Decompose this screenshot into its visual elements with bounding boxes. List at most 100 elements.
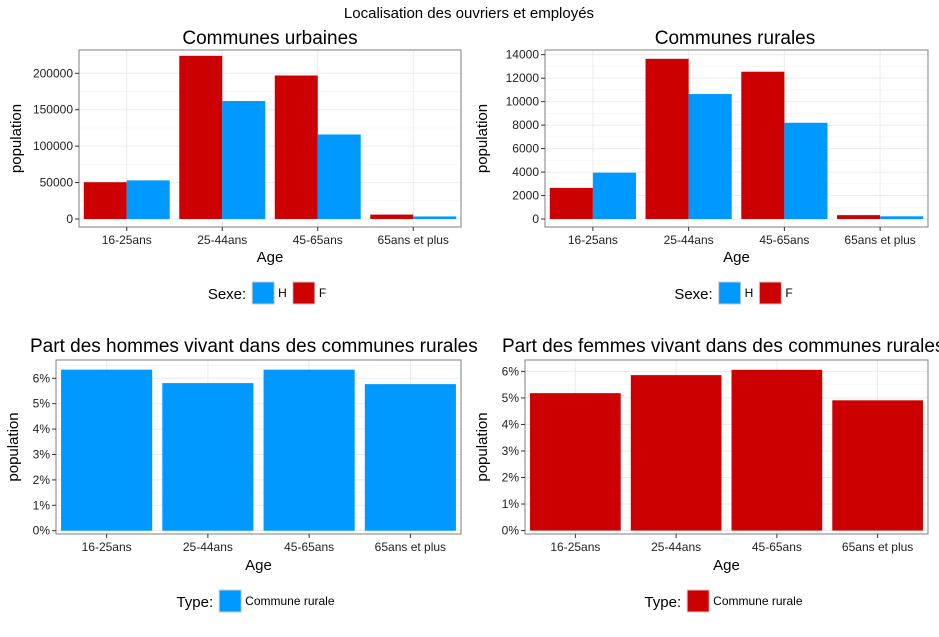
legend-label: F bbox=[785, 286, 792, 300]
y-tick-label: 0% bbox=[502, 524, 520, 538]
bar-H-65ans et plus bbox=[413, 216, 457, 219]
legend-label: H bbox=[745, 286, 754, 300]
y-tick-label: 10000 bbox=[506, 95, 540, 109]
panel-border bbox=[524, 359, 929, 535]
y-tick-label: 0 bbox=[66, 212, 73, 226]
y-tick-label: 0 bbox=[532, 212, 539, 226]
bar-F-65ans et plus bbox=[837, 215, 881, 220]
legend-label: Commune rurale bbox=[713, 594, 803, 608]
bar-F-16-25ans bbox=[549, 187, 593, 220]
panel-border bbox=[544, 49, 929, 228]
bars bbox=[61, 369, 456, 531]
y-tick-label: 3% bbox=[502, 444, 520, 458]
bar-45-65ans bbox=[263, 369, 355, 531]
y-axis-label: population bbox=[474, 412, 491, 481]
bars bbox=[549, 58, 924, 220]
chart-communes-rurales: 0 2000 4000 6000 8000 10000 12000 14000 16-25ans… bbox=[474, 28, 929, 305]
x-axis-label: Age bbox=[257, 249, 284, 266]
y-tick-label: 6% bbox=[502, 364, 520, 378]
bar-F-25-44ans bbox=[645, 58, 689, 220]
y-tick-label: 3% bbox=[33, 447, 51, 461]
x-tick-label: 45-65ans bbox=[284, 540, 334, 554]
x-tick-label: 65ans et plus bbox=[375, 540, 446, 554]
bar-F-45-65ans bbox=[274, 75, 318, 219]
legend: Sexe: H F bbox=[674, 281, 793, 305]
legend-label: H bbox=[278, 286, 287, 300]
chart-title: Part des hommes vivant dans des communes… bbox=[30, 336, 478, 357]
y-tick-label: 5% bbox=[502, 391, 520, 405]
y-tick-label: 2% bbox=[502, 471, 520, 485]
panel-border bbox=[78, 49, 462, 228]
x-axis-label: Age bbox=[713, 557, 740, 574]
x-tick-label: 16-25ans bbox=[82, 540, 132, 554]
y-tick-label: 200000 bbox=[33, 66, 73, 80]
chart-title: Communes urbaines bbox=[182, 28, 357, 49]
legend-title: Type: bbox=[176, 594, 213, 611]
y-tick-label: 150000 bbox=[33, 103, 73, 117]
x-tick-label: 45-65ans bbox=[759, 233, 809, 247]
legend: Sexe: H F bbox=[208, 281, 326, 305]
bar-65ans et plus bbox=[832, 400, 923, 531]
bar-F-16-25ans bbox=[83, 182, 127, 219]
bar-16-25ans bbox=[61, 369, 153, 531]
chart-title: Communes rurales bbox=[655, 28, 816, 49]
bar-16-25ans bbox=[530, 393, 621, 531]
legend: Type: Commune rurale bbox=[644, 589, 803, 613]
chart-title: Part des femmes vivant dans des communes… bbox=[502, 336, 939, 357]
bar-45-65ans bbox=[731, 369, 823, 531]
x-tick-label: 65ans et plus bbox=[844, 233, 915, 247]
legend-key-F bbox=[292, 281, 316, 305]
bar-25-44ans bbox=[162, 383, 254, 531]
y-tick-label: 2000 bbox=[512, 189, 539, 203]
legend-key-Commune rurale bbox=[686, 589, 710, 613]
x-tick-label: 16-25ans bbox=[550, 540, 600, 554]
x-tick-label: 25-44ans bbox=[197, 233, 247, 247]
legend-key-H bbox=[251, 281, 275, 305]
y-tick-label: 4% bbox=[33, 422, 51, 436]
y-tick-label: 4% bbox=[502, 417, 520, 431]
x-tick-label: 25-44ans bbox=[651, 540, 701, 554]
page-title: Localisation des ouvriers et employés bbox=[344, 5, 594, 22]
bars bbox=[83, 55, 457, 219]
y-tick-label: 6% bbox=[33, 371, 51, 385]
chart-part-hommes-rurales: 0% 1% 2% 3% 4% 5% 6% 16-25ans 25-44ans 45-65ans 65… bbox=[5, 336, 478, 613]
legend-key-H bbox=[718, 281, 742, 305]
legend-label: Commune rurale bbox=[245, 594, 335, 608]
y-tick-label: 8000 bbox=[512, 118, 539, 132]
bar-F-25-44ans bbox=[179, 55, 223, 219]
x-tick-label: 45-65ans bbox=[293, 233, 343, 247]
legend-key-F bbox=[758, 281, 782, 305]
legend-key-Commune rurale bbox=[218, 589, 242, 613]
y-tick-label: 4000 bbox=[512, 165, 539, 179]
y-tick-label: 1% bbox=[502, 497, 520, 511]
x-tick-label: 65ans et plus bbox=[378, 233, 449, 247]
bar-H-25-44ans bbox=[222, 100, 266, 219]
legend-title: Sexe: bbox=[208, 286, 246, 303]
y-tick-label: 12000 bbox=[506, 71, 540, 85]
bar-H-65ans et plus bbox=[880, 216, 924, 220]
legend-title: Sexe: bbox=[674, 286, 712, 303]
y-tick-label: 5% bbox=[33, 397, 51, 411]
x-tick-label: 65ans et plus bbox=[842, 540, 913, 554]
bar-H-25-44ans bbox=[688, 94, 732, 220]
bar-H-16-25ans bbox=[592, 172, 636, 220]
y-axis-label: population bbox=[5, 412, 22, 481]
legend-title: Type: bbox=[644, 594, 681, 611]
x-tick-label: 16-25ans bbox=[568, 233, 618, 247]
y-axis-label: population bbox=[8, 104, 25, 173]
x-axis-label: Age bbox=[245, 557, 272, 574]
y-axis-label: population bbox=[474, 104, 491, 173]
legend-label: F bbox=[319, 286, 326, 300]
panel-border bbox=[55, 359, 462, 535]
chart-communes-urbaines: 0 50000 100000 150000 200000 16-25ans 25-44ans… bbox=[8, 28, 462, 305]
x-tick-label: 16-25ans bbox=[102, 233, 152, 247]
bar-F-45-65ans bbox=[741, 71, 785, 220]
chart-part-femmes-rurales: 0% 1% 2% 3% 4% 5% 6% 16-25ans 25-44ans 45-65ans 65… bbox=[474, 336, 939, 613]
bar-H-16-25ans bbox=[126, 180, 170, 219]
x-tick-label: 25-44ans bbox=[664, 233, 714, 247]
grid bbox=[545, 50, 928, 227]
bar-F-65ans et plus bbox=[370, 214, 414, 219]
y-tick-label: 100000 bbox=[33, 139, 73, 153]
legend: Type: Commune rurale bbox=[176, 589, 335, 613]
y-tick-label: 0% bbox=[33, 524, 51, 538]
